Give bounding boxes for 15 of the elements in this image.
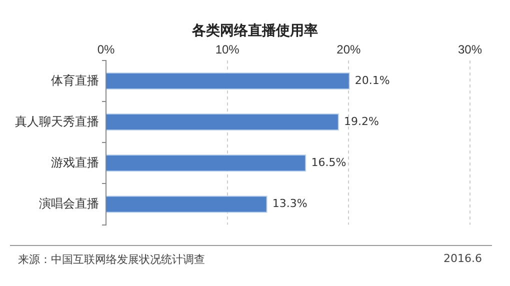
- data-label: 16.5%: [311, 156, 346, 170]
- x-tick-label: 0%: [97, 42, 115, 57]
- y-tick-label: 游戏直播: [51, 155, 99, 170]
- x-tick-label: 30%: [458, 42, 482, 57]
- text: 2016.6: [444, 252, 482, 265]
- data-label: 19.2%: [344, 114, 379, 128]
- source-note: 来源：中国互联网络发展状况统计调查: [18, 252, 205, 267]
- y-tick-label: 体育直播: [51, 73, 99, 88]
- y-tick-label: 真人聊天秀直播: [15, 114, 99, 128]
- chart-title: 各类网络直播使用率: [190, 22, 319, 40]
- data-label: 13.3%: [272, 197, 308, 210]
- data-label: 20.1%: [354, 74, 390, 87]
- x-tick-label: 10%: [215, 42, 240, 57]
- x-tick-label: 20%: [336, 42, 361, 57]
- y-tick-label: 演唱会直播: [39, 196, 99, 211]
